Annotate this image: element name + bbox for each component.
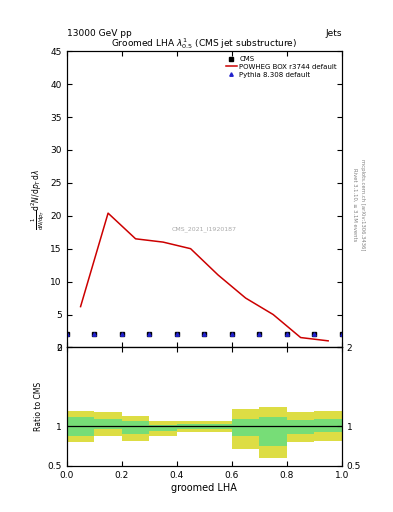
Pythia 8.308 default [257, 331, 262, 337]
X-axis label: groomed LHA: groomed LHA [171, 482, 237, 493]
CMS [119, 331, 124, 337]
Pythia 8.308 default [92, 331, 97, 337]
Y-axis label: Ratio to CMS: Ratio to CMS [35, 382, 43, 431]
CMS [230, 331, 234, 337]
Pythia 8.308 default [285, 331, 289, 337]
CMS [312, 331, 317, 337]
Text: CMS_2021_I1920187: CMS_2021_I1920187 [172, 226, 237, 232]
POWHEG BOX r3744 default [188, 246, 193, 252]
Pythia 8.308 default [202, 331, 207, 337]
CMS [340, 331, 344, 337]
POWHEG BOX r3744 default [243, 295, 248, 301]
CMS [92, 331, 97, 337]
Pythia 8.308 default [119, 331, 124, 337]
Line: CMS: CMS [65, 332, 343, 336]
CMS [174, 331, 179, 337]
Pythia 8.308 default [230, 331, 234, 337]
Title: Groomed LHA $\lambda^{1}_{0.5}$ (CMS jet substructure): Groomed LHA $\lambda^{1}_{0.5}$ (CMS jet… [111, 36, 298, 51]
POWHEG BOX r3744 default [216, 272, 220, 278]
POWHEG BOX r3744 default [106, 210, 110, 216]
CMS [147, 331, 152, 337]
Pythia 8.308 default [340, 331, 344, 337]
CMS [64, 331, 69, 337]
CMS [257, 331, 262, 337]
Pythia 8.308 default [147, 331, 152, 337]
Text: Jets: Jets [325, 29, 342, 38]
POWHEG BOX r3744 default [298, 334, 303, 340]
CMS [285, 331, 289, 337]
Line: POWHEG BOX r3744 default: POWHEG BOX r3744 default [81, 213, 328, 341]
POWHEG BOX r3744 default [271, 311, 275, 317]
POWHEG BOX r3744 default [133, 236, 138, 242]
POWHEG BOX r3744 default [326, 338, 331, 344]
Pythia 8.308 default [312, 331, 317, 337]
Text: mcplots.cern.ch [arXiv:1306.3436]: mcplots.cern.ch [arXiv:1306.3436] [360, 159, 365, 250]
Line: Pythia 8.308 default: Pythia 8.308 default [65, 332, 343, 336]
CMS [202, 331, 207, 337]
Text: Rivet 3.1.10, ≥ 3.1M events: Rivet 3.1.10, ≥ 3.1M events [352, 168, 357, 242]
Y-axis label: $\frac{1}{\mathrm{d}N/\mathrm{d}p_{T}}\mathrm{d}^2N/\mathrm{d}p_{T}\,\mathrm{d}\: $\frac{1}{\mathrm{d}N/\mathrm{d}p_{T}}\m… [29, 169, 46, 230]
POWHEG BOX r3744 default [78, 304, 83, 310]
Text: 13000 GeV pp: 13000 GeV pp [67, 29, 132, 38]
Pythia 8.308 default [64, 331, 69, 337]
Pythia 8.308 default [174, 331, 179, 337]
POWHEG BOX r3744 default [161, 239, 165, 245]
Legend: CMS, POWHEG BOX r3744 default, Pythia 8.308 default: CMS, POWHEG BOX r3744 default, Pythia 8.… [225, 55, 338, 79]
